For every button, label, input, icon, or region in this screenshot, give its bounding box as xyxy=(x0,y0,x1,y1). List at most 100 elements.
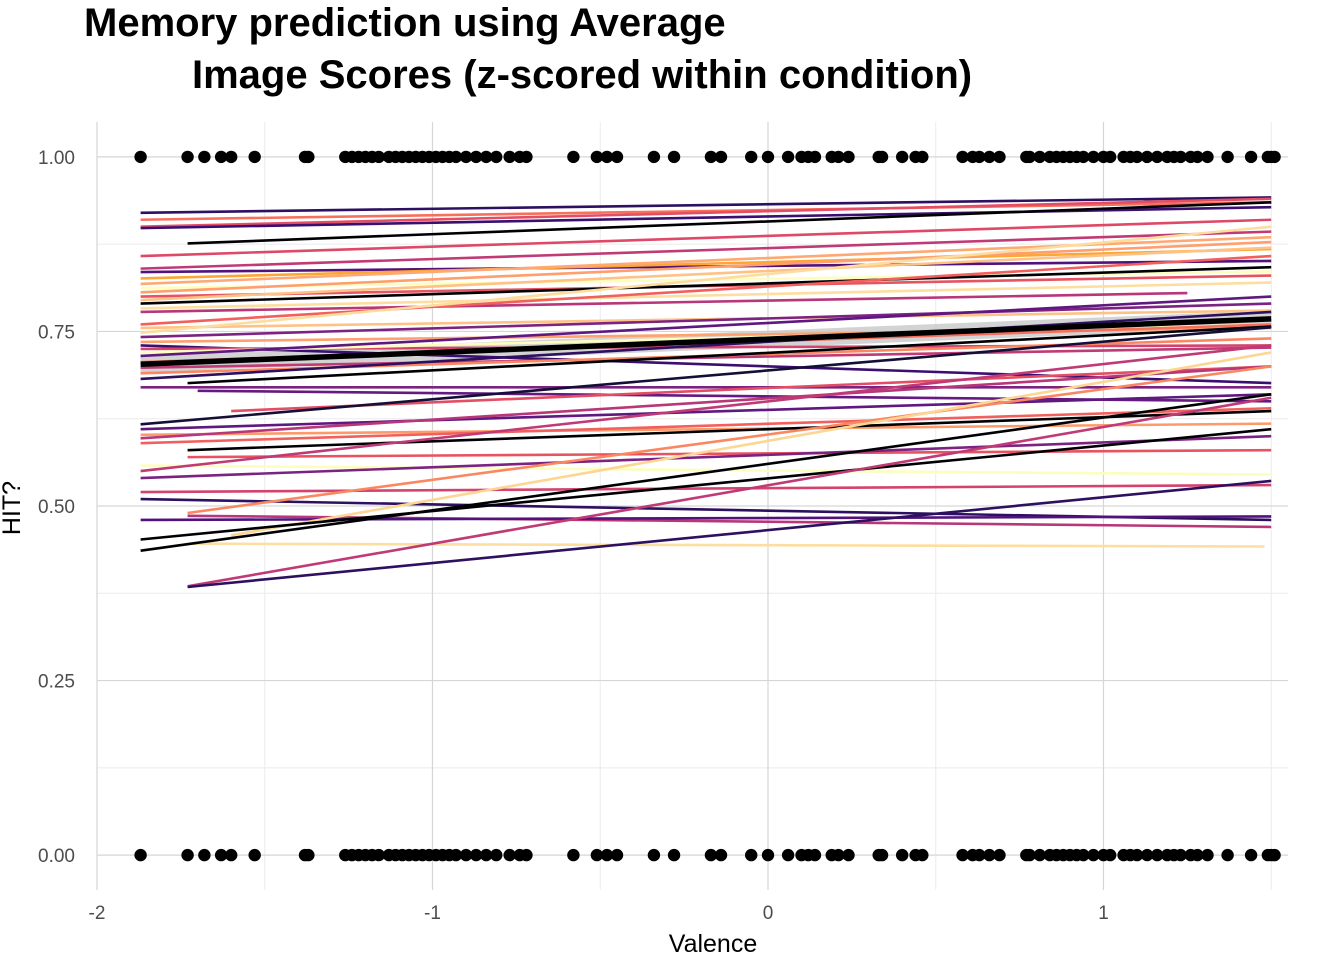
data-point xyxy=(134,848,147,862)
data-point xyxy=(134,150,147,164)
data-point xyxy=(916,848,929,862)
data-point xyxy=(916,150,929,164)
overall-fit-line xyxy=(140,316,1272,368)
series-line-47 xyxy=(187,365,1272,515)
data-point xyxy=(248,150,261,164)
data-point xyxy=(647,150,661,164)
data-point xyxy=(895,848,909,862)
overall-fit-layer xyxy=(140,316,1272,368)
data-point xyxy=(600,848,614,862)
series-line-38 xyxy=(140,365,1272,440)
data-point xyxy=(503,150,516,164)
data-point xyxy=(224,848,238,862)
data-point xyxy=(808,848,822,862)
series-line-45 xyxy=(140,483,1272,494)
data-point xyxy=(1191,150,1204,164)
data-point xyxy=(1103,150,1117,164)
series-line-55 xyxy=(187,479,1272,589)
data-point xyxy=(842,848,855,862)
y-axis-title: HIT? xyxy=(0,481,26,535)
data-point xyxy=(895,150,909,164)
series-line-7 xyxy=(140,230,1272,270)
chart-title-line-1: Memory prediction using Average xyxy=(84,1,726,45)
data-point xyxy=(704,848,718,862)
series-line-2 xyxy=(140,200,1272,222)
data-point xyxy=(214,150,228,164)
series-line-44 xyxy=(140,434,1272,480)
series-line-39 xyxy=(140,406,1272,445)
data-point xyxy=(372,848,386,862)
data-point xyxy=(600,150,614,164)
data-point xyxy=(1174,848,1187,862)
points-layer xyxy=(134,150,1281,862)
series-line-15 xyxy=(140,265,1272,305)
series-line-3 xyxy=(140,197,1272,229)
series-line-14 xyxy=(140,246,1272,302)
data-point xyxy=(704,150,718,164)
data-point xyxy=(667,150,681,164)
chart-title-line-2: Image Scores (z-scored within condition) xyxy=(192,53,972,97)
data-point xyxy=(214,848,228,862)
data-point xyxy=(610,848,624,862)
series-line-28 xyxy=(140,346,1272,370)
data-point xyxy=(198,150,211,164)
data-point xyxy=(832,848,845,862)
data-point xyxy=(1201,848,1214,862)
data-point xyxy=(302,150,315,164)
data-point xyxy=(1221,150,1234,164)
x-tick-label: -1 xyxy=(424,903,441,924)
y-tick-label: 0.75 xyxy=(38,322,75,343)
data-point xyxy=(1087,848,1100,862)
series-line-42 xyxy=(140,464,1272,476)
data-point xyxy=(781,150,795,164)
data-point xyxy=(449,150,463,164)
data-point xyxy=(490,848,503,862)
data-point xyxy=(469,150,483,164)
data-point xyxy=(302,848,315,862)
data-point xyxy=(479,848,493,862)
data-point xyxy=(993,150,1006,164)
data-point xyxy=(224,150,238,164)
series-line-43 xyxy=(140,344,1272,473)
data-point xyxy=(1023,150,1036,164)
series-line-12 xyxy=(140,240,1272,294)
y-tick-label: 1.00 xyxy=(38,148,75,169)
data-point xyxy=(1077,848,1090,862)
data-point xyxy=(1221,848,1234,862)
data-point xyxy=(181,150,194,164)
data-point xyxy=(372,150,386,164)
data-point xyxy=(761,150,775,164)
data-point xyxy=(667,848,681,862)
data-point xyxy=(745,150,758,164)
series-line-52 xyxy=(187,542,1265,548)
data-point xyxy=(973,848,986,862)
data-point xyxy=(832,150,845,164)
data-point xyxy=(459,150,473,164)
data-point xyxy=(449,848,463,862)
data-point xyxy=(993,848,1006,862)
series-line-18 xyxy=(140,254,1272,326)
data-point xyxy=(181,848,194,862)
series-lines-layer xyxy=(140,196,1272,589)
series-line-23 xyxy=(140,344,1272,385)
data-point xyxy=(1033,848,1046,862)
data-point xyxy=(761,848,775,862)
data-point xyxy=(875,848,889,862)
data-point xyxy=(590,848,604,862)
data-point xyxy=(1150,150,1164,164)
series-line-9 xyxy=(140,247,1272,280)
data-point xyxy=(875,150,889,164)
data-point xyxy=(520,150,533,164)
data-point xyxy=(1244,848,1258,862)
series-line-36 xyxy=(140,392,1272,431)
data-point xyxy=(1103,848,1117,862)
data-point xyxy=(198,848,211,862)
data-point xyxy=(459,848,473,862)
series-line-17 xyxy=(140,291,1188,314)
data-point xyxy=(956,150,969,164)
data-point xyxy=(1191,848,1204,862)
series-line-37 xyxy=(140,422,1272,437)
series-line-51 xyxy=(140,427,1272,541)
